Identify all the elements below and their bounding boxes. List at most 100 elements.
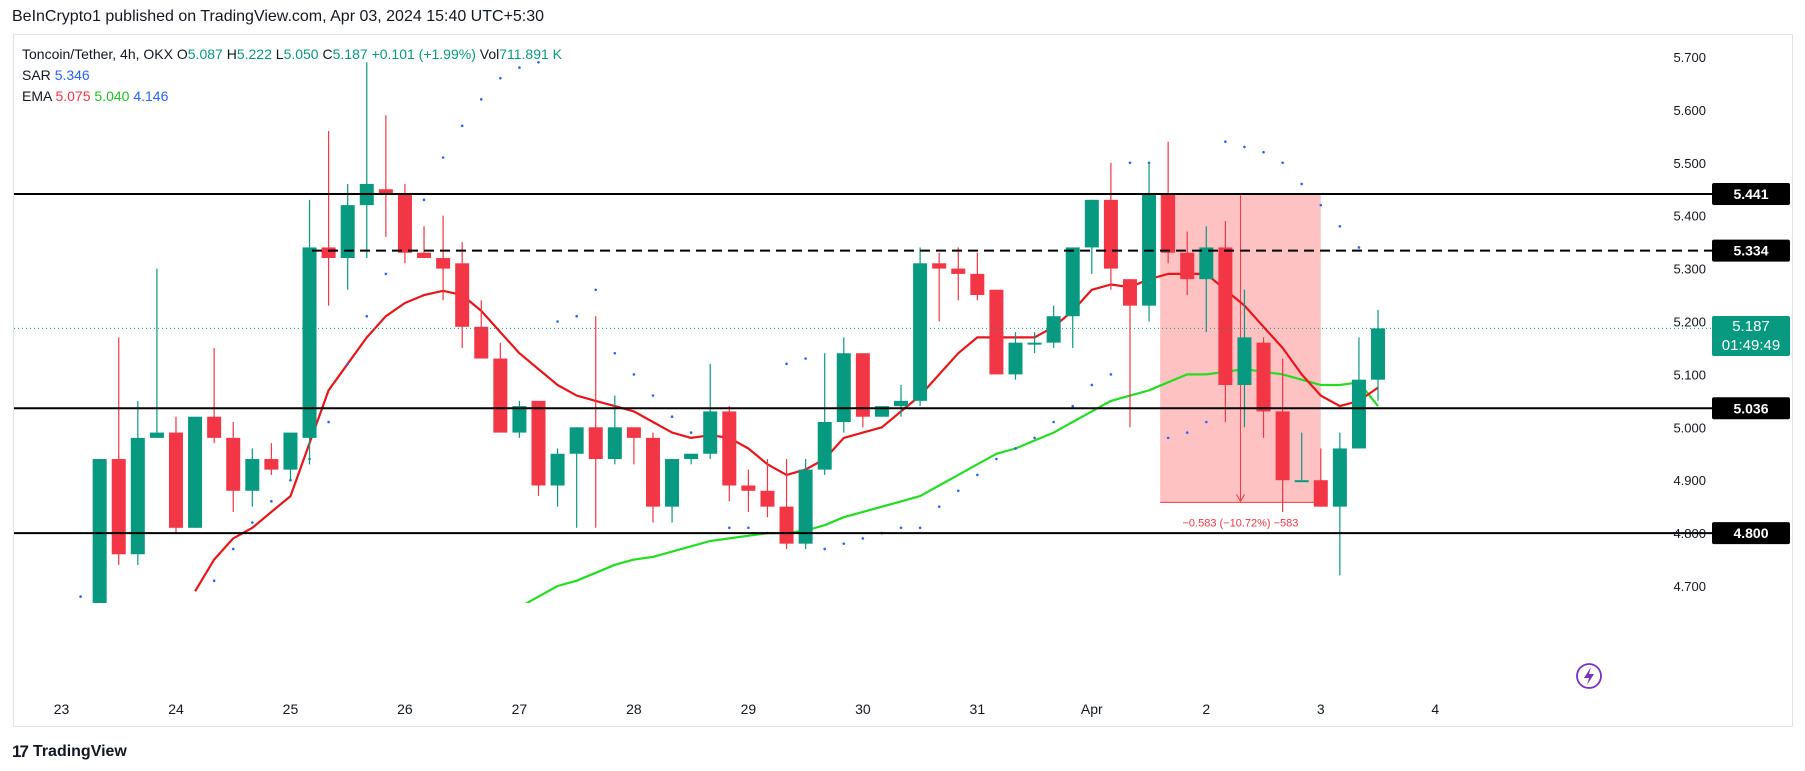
ema-row[interactable]: EMA 5.075 5.040 4.146 [22, 86, 562, 107]
change-value: +0.101 (+1.99%) [371, 46, 476, 62]
sar-dot-10 [384, 272, 388, 276]
sar-dot-7 [327, 420, 330, 424]
sar-dot-58 [1300, 182, 1303, 186]
candle-4 [130, 400, 145, 565]
sar-value: 5.346 [54, 67, 90, 83]
tradingview-logo-icon: 17 [12, 742, 29, 761]
sar-dot-13 [441, 156, 445, 159]
x-tick-12: 4 [1431, 701, 1439, 717]
candle-64 [1275, 358, 1290, 512]
y-tick-7: 5.400 [1673, 209, 1706, 224]
sar-row[interactable]: SAR 5.346 [22, 65, 562, 86]
level-badge-0 [1712, 183, 1790, 206]
sar-dot-22 [613, 351, 617, 355]
sar-dot-24 [651, 394, 655, 397]
level-badge-label-2: 5.036 [1733, 400, 1768, 416]
x-tick-2: 25 [283, 701, 299, 717]
last-price-value: 5.187 [1732, 318, 1770, 336]
candle-32 [665, 459, 680, 523]
sar-dot-59 [1319, 203, 1323, 207]
sar-dot-47 [1090, 383, 1094, 387]
sar-dot-4 [270, 500, 273, 503]
x-tick-10: 2 [1202, 701, 1210, 717]
candle-40 [817, 353, 832, 475]
open-label: O [176, 46, 188, 62]
y-tick-0: 4.700 [1673, 579, 1706, 594]
sar-dot-19 [556, 320, 559, 323]
sar-dot-34 [842, 542, 846, 545]
candle-17 [378, 115, 393, 237]
candle-19 [417, 226, 432, 259]
sar-dot-56 [1262, 150, 1265, 154]
lightning-icon[interactable] [1576, 663, 1602, 689]
candle-26 [550, 448, 565, 507]
sar-dot-23 [632, 373, 636, 376]
candle-28 [588, 316, 603, 528]
measure-label: −0.583 (−10.72%) −583 [1183, 517, 1299, 529]
sar-dot-8 [346, 362, 350, 366]
candle-50 [1008, 332, 1023, 380]
last-price-badge: 5.187 01:49:49 [1712, 316, 1790, 357]
candle-14 [321, 131, 336, 306]
candle-24 [512, 400, 527, 438]
candle-53 [1065, 247, 1080, 348]
chart-frame [13, 34, 1793, 727]
ema-fast-value: 5.075 [55, 88, 91, 104]
candle-12 [283, 432, 298, 481]
measure-arrow-head [1236, 494, 1245, 503]
sar-dot-17 [518, 66, 521, 69]
sar-dot-41 [976, 473, 979, 477]
volume-value: 711.891 K [499, 46, 563, 62]
level-badge-1 [1712, 239, 1790, 262]
y-tick-3: 5.000 [1673, 420, 1706, 435]
sar-dot-35 [861, 537, 865, 540]
x-tick-9: Apr [1081, 701, 1103, 717]
sar-dot-0 [79, 595, 82, 598]
close-value: 5.187 [332, 46, 368, 62]
candle-29 [607, 395, 622, 465]
candle-59 [1180, 231, 1195, 296]
brand-name: TradingView [32, 743, 127, 760]
x-tick-5: 28 [626, 701, 642, 717]
sar-dot-54 [1224, 140, 1227, 143]
candle-68 [1351, 337, 1366, 449]
candle-25 [531, 400, 546, 497]
candle-20 [436, 215, 451, 301]
candle-8 [207, 347, 222, 444]
candle-47 [951, 247, 966, 301]
sar-dot-32 [804, 357, 807, 360]
sar-dot-48 [1109, 373, 1113, 376]
sar-dot-44 [1033, 436, 1036, 440]
candle-58 [1161, 141, 1176, 264]
sar-dot-14 [460, 124, 464, 128]
volume-label: Vol [479, 46, 500, 62]
y-tick-2: 4.900 [1673, 473, 1706, 488]
sar-dot-1 [212, 579, 216, 583]
symbol-label[interactable]: Toncoin/Tether, 4h, OKX [22, 46, 173, 62]
candle-55 [1103, 162, 1118, 290]
candle-51 [1027, 332, 1042, 354]
sar-dot-33 [823, 547, 826, 551]
candle-45 [913, 247, 928, 407]
footer-brand[interactable]: 17 TradingView [12, 742, 127, 762]
sar-dot-46 [1071, 404, 1075, 408]
plot-area: −0.583 (−10.72%) −583 [79, 60, 1386, 603]
candle-5 [149, 268, 164, 438]
candle-48 [970, 252, 985, 301]
sar-dot-61 [1357, 246, 1361, 249]
sar-dot-15 [479, 98, 483, 101]
candle-10 [245, 448, 260, 507]
sar-dot-37 [899, 526, 903, 530]
candle-41 [836, 337, 851, 433]
sar-dot-38 [918, 526, 922, 530]
candle-9 [226, 422, 241, 512]
candle-67 [1332, 432, 1347, 576]
candle-13 [302, 199, 317, 465]
x-tick-1: 24 [168, 701, 184, 717]
sar-dot-57 [1281, 161, 1284, 165]
x-tick-3: 26 [397, 701, 413, 717]
high-label: H [226, 46, 237, 62]
chart-legend: Toncoin/Tether, 4h, OKX O5.087 H5.222 L5… [22, 44, 562, 107]
level-badge-3 [1712, 522, 1790, 545]
